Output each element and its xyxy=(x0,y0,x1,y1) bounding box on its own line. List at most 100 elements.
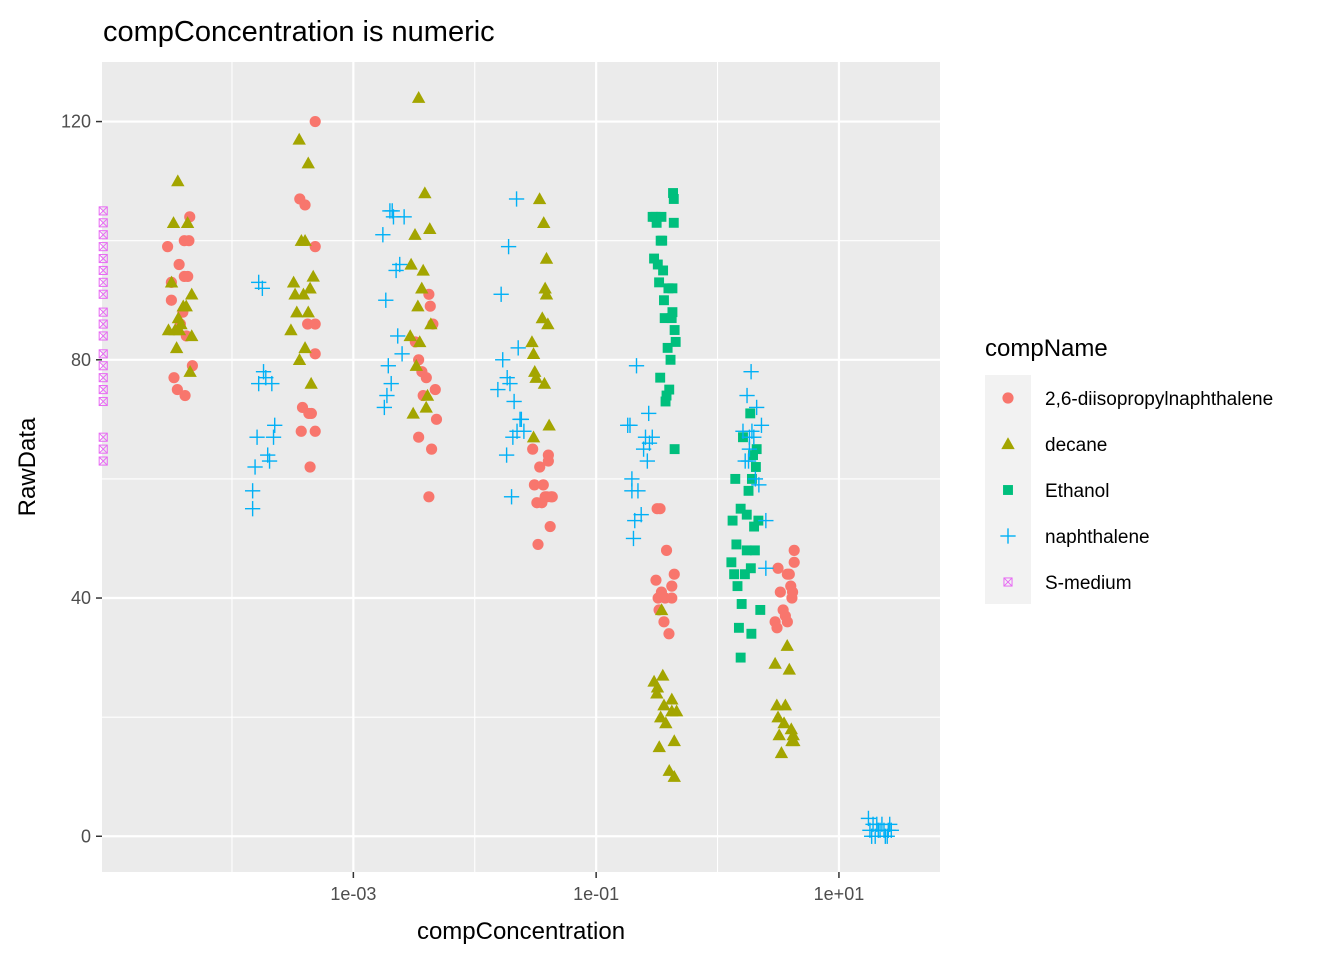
data-point-stroke xyxy=(98,218,108,228)
legend-key xyxy=(1000,528,1016,544)
data-point-stroke xyxy=(98,373,108,383)
data-point-stroke xyxy=(98,230,108,240)
data-point xyxy=(630,483,646,499)
data-point xyxy=(658,616,670,628)
data-point xyxy=(415,281,429,294)
y-axis-title: RawData xyxy=(14,417,41,516)
data-point xyxy=(1002,392,1014,404)
data-point xyxy=(751,477,767,493)
data-point xyxy=(641,435,658,451)
y-tick-label: 40 xyxy=(71,588,91,608)
data-point xyxy=(403,329,417,342)
data-point xyxy=(788,544,800,556)
data-point xyxy=(180,216,195,228)
data-point xyxy=(510,340,526,356)
data-point xyxy=(735,503,746,514)
data-point xyxy=(542,455,554,467)
data-point-stroke xyxy=(98,277,108,287)
legend-label: decane xyxy=(1045,435,1107,456)
data-point xyxy=(746,628,757,639)
data-point xyxy=(174,317,188,330)
series-2-6-diisopropylnaphthalene xyxy=(162,115,800,640)
data-point xyxy=(741,509,752,520)
data-point xyxy=(296,287,311,300)
data-point xyxy=(309,241,321,253)
data-point xyxy=(1003,485,1013,495)
data-point xyxy=(255,364,272,380)
data-point-stroke xyxy=(98,242,108,252)
data-point xyxy=(527,443,539,455)
data-point-stroke xyxy=(98,349,108,359)
data-point-stroke xyxy=(98,307,108,317)
data-point xyxy=(665,354,676,365)
data-point xyxy=(544,520,556,533)
data-point xyxy=(388,262,404,279)
data-point xyxy=(409,359,423,371)
data-point xyxy=(185,329,199,342)
data-point xyxy=(883,822,899,838)
data-point xyxy=(378,292,394,308)
data-point xyxy=(165,294,177,306)
data-point xyxy=(426,443,438,455)
data-point xyxy=(774,586,786,598)
data-point xyxy=(652,740,666,753)
y-tick-label: 80 xyxy=(71,350,91,370)
data-point xyxy=(413,335,427,348)
data-point xyxy=(420,372,432,384)
data-point xyxy=(98,331,108,341)
data-point xyxy=(304,461,316,473)
data-point xyxy=(783,568,795,580)
data-points xyxy=(98,91,899,844)
data-point xyxy=(490,381,506,398)
data-point xyxy=(495,352,511,368)
data-point-stroke xyxy=(98,349,108,359)
data-point xyxy=(424,317,438,330)
data-point xyxy=(535,311,549,324)
data-point xyxy=(654,277,665,288)
data-point xyxy=(787,734,801,747)
data-point xyxy=(654,503,666,515)
data-point xyxy=(663,628,675,640)
data-point xyxy=(162,241,174,253)
y-axis: 0 40 80 120 xyxy=(61,112,102,846)
data-point xyxy=(537,216,551,228)
data-point xyxy=(532,538,544,551)
data-point xyxy=(290,305,304,318)
data-point xyxy=(260,447,276,463)
data-point xyxy=(98,265,108,276)
x-tick-label: 1e-03 xyxy=(330,884,376,904)
data-point xyxy=(780,638,794,651)
data-point xyxy=(749,399,765,416)
data-point xyxy=(668,194,679,204)
data-point xyxy=(508,191,525,207)
data-point xyxy=(538,281,552,294)
data-point xyxy=(771,622,783,634)
data-point xyxy=(879,828,895,844)
legend-label: Ethanol xyxy=(1045,481,1109,502)
data-point xyxy=(430,413,443,425)
data-point xyxy=(662,764,676,776)
data-point xyxy=(183,365,197,377)
data-point xyxy=(179,299,193,312)
data-point xyxy=(652,259,663,270)
data-point xyxy=(659,313,670,324)
data-point xyxy=(771,710,785,723)
data-point xyxy=(179,389,191,402)
data-point xyxy=(661,390,672,401)
data-point xyxy=(532,192,547,205)
data-point xyxy=(1000,528,1016,544)
data-point xyxy=(539,287,554,300)
data-point xyxy=(541,317,555,330)
data-point xyxy=(98,242,108,252)
data-point xyxy=(668,568,680,580)
data-point xyxy=(499,370,515,386)
data-point xyxy=(168,372,180,384)
data-point-stroke xyxy=(98,373,108,383)
data-point xyxy=(406,406,420,419)
data-point xyxy=(528,365,542,377)
data-point xyxy=(423,222,437,234)
data-point-stroke xyxy=(98,242,108,252)
data-point xyxy=(658,265,669,276)
